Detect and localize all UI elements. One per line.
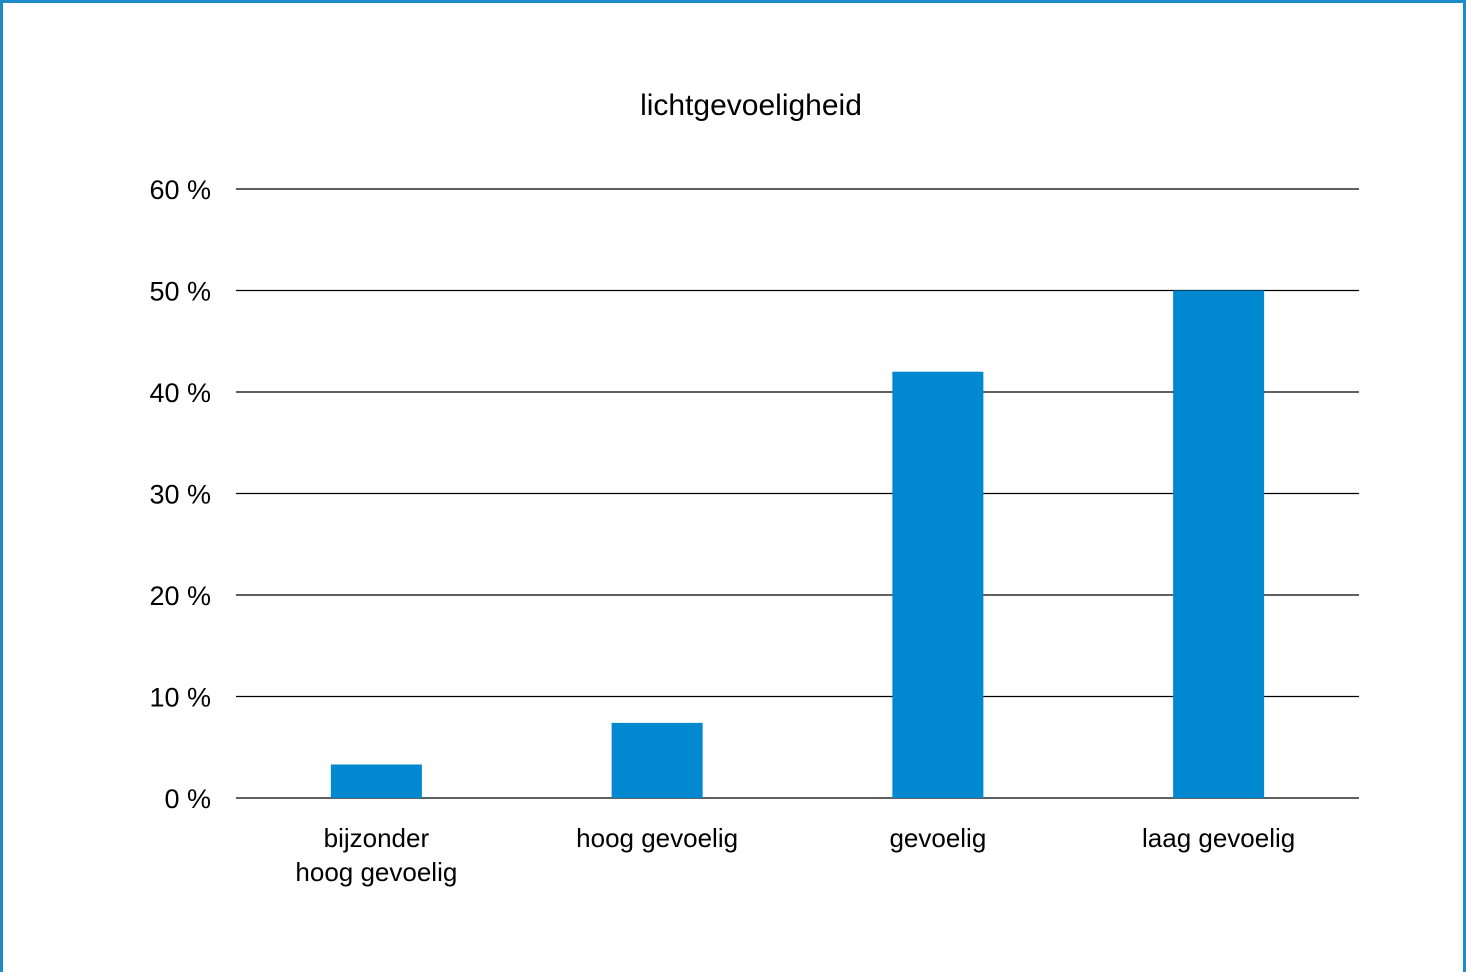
y-tick-label: 20 % xyxy=(149,581,211,611)
bar xyxy=(611,722,703,798)
y-tick-label: 40 % xyxy=(149,378,211,408)
gridlines xyxy=(236,188,1359,799)
x-axis-ticks: bijzonder hoog gevoelig hoog gevoelig gevoe… xyxy=(295,823,1295,887)
bar xyxy=(330,764,422,798)
bar-chart: lichtgevoeligheid 0 % 10 % 20 % 30 % 40 % 50 … xyxy=(149,89,1359,887)
y-tick-label: 50 % xyxy=(149,277,211,307)
y-tick-label: 10 % xyxy=(149,683,211,713)
bar xyxy=(892,371,984,798)
y-tick-label: 30 % xyxy=(149,480,211,510)
bar xyxy=(1173,290,1265,798)
chart-title: lichtgevoeligheid xyxy=(640,89,862,122)
y-tick-label: 0 % xyxy=(164,784,211,814)
x-tick-label: hoog gevoelig xyxy=(576,823,738,853)
y-axis-ticks: 0 % 10 % 20 % 30 % 40 % 50 % 60 % xyxy=(149,175,211,814)
bars xyxy=(330,290,1265,798)
x-tick-label: gevoelig xyxy=(889,823,986,853)
x-tick-label: laag gevoelig xyxy=(1142,823,1295,853)
x-tick-label: bijzonder hoog gevoelig xyxy=(295,823,457,887)
y-tick-label: 60 % xyxy=(149,175,211,205)
